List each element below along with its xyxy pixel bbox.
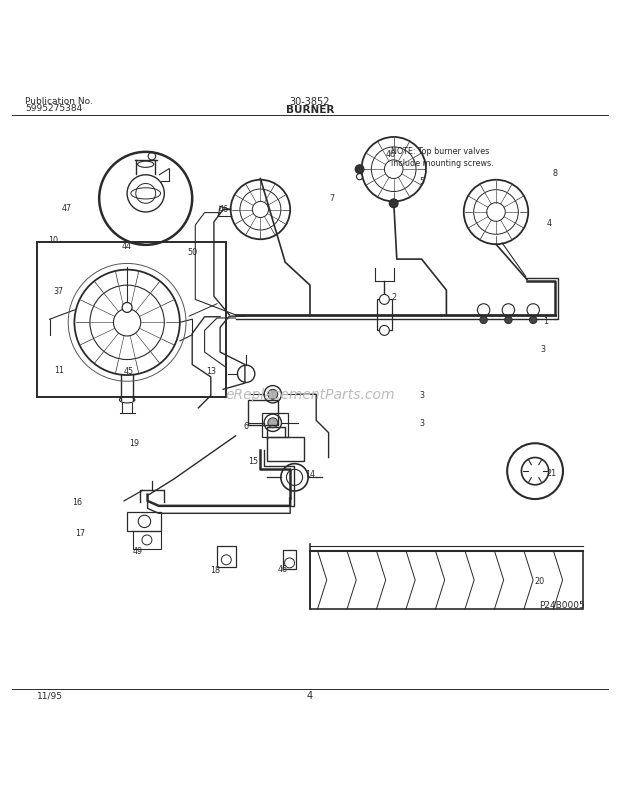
- Text: 18: 18: [210, 566, 220, 575]
- Text: 46: 46: [278, 565, 288, 573]
- Text: 13: 13: [206, 368, 216, 377]
- Text: 30-3852: 30-3852: [290, 97, 330, 107]
- Text: 19: 19: [129, 439, 139, 448]
- Bar: [310, 551, 583, 609]
- Text: 50: 50: [187, 248, 197, 257]
- Bar: [262, 414, 288, 437]
- Text: 2: 2: [391, 293, 396, 302]
- Bar: [267, 437, 304, 460]
- Text: 14: 14: [305, 470, 315, 479]
- Text: Publication No.: Publication No.: [25, 97, 92, 106]
- Text: 20: 20: [534, 577, 544, 586]
- Text: 4: 4: [546, 218, 551, 228]
- Text: 3: 3: [540, 345, 545, 354]
- Circle shape: [268, 418, 278, 428]
- Text: 15: 15: [248, 457, 258, 467]
- Text: 17: 17: [76, 529, 86, 538]
- Text: 21: 21: [547, 468, 557, 478]
- Circle shape: [529, 316, 537, 324]
- Circle shape: [122, 302, 132, 312]
- Bar: [377, 300, 392, 331]
- Circle shape: [389, 199, 398, 208]
- Circle shape: [480, 316, 487, 324]
- Text: 5995275384: 5995275384: [25, 104, 82, 113]
- Text: P24B0005: P24B0005: [539, 600, 585, 610]
- Text: 44: 44: [122, 242, 132, 252]
- Text: BURNER: BURNER: [286, 104, 334, 115]
- Text: 3: 3: [419, 419, 424, 428]
- Text: 8: 8: [552, 169, 557, 178]
- Circle shape: [379, 294, 389, 305]
- Text: eReplacementParts.com: eReplacementParts.com: [225, 388, 395, 403]
- Circle shape: [268, 389, 278, 399]
- Text: 47: 47: [62, 204, 72, 213]
- Bar: [133, 531, 161, 549]
- Text: NOTE: Top burner valves
include mounting screws.: NOTE: Top burner valves include mounting…: [391, 147, 494, 168]
- Bar: [127, 512, 161, 531]
- Text: 6: 6: [243, 422, 248, 431]
- Circle shape: [355, 165, 364, 173]
- Circle shape: [505, 316, 512, 324]
- Text: 10: 10: [48, 236, 58, 245]
- Text: 4: 4: [307, 691, 313, 701]
- Text: 1: 1: [543, 316, 548, 326]
- Text: 16: 16: [73, 498, 82, 507]
- Bar: [37, 242, 226, 397]
- Bar: [217, 546, 236, 567]
- Text: 37: 37: [54, 287, 64, 296]
- Text: 49: 49: [133, 547, 143, 556]
- Bar: [283, 551, 296, 569]
- Text: 11/95: 11/95: [37, 691, 63, 700]
- Text: 45: 45: [123, 368, 133, 377]
- Text: 5: 5: [419, 177, 424, 186]
- Circle shape: [379, 325, 389, 335]
- Text: 7: 7: [329, 194, 334, 202]
- Text: 46: 46: [218, 205, 228, 214]
- Text: 46: 46: [386, 150, 396, 160]
- Text: 11: 11: [54, 366, 64, 375]
- Bar: [248, 399, 278, 425]
- Text: 3: 3: [419, 391, 424, 400]
